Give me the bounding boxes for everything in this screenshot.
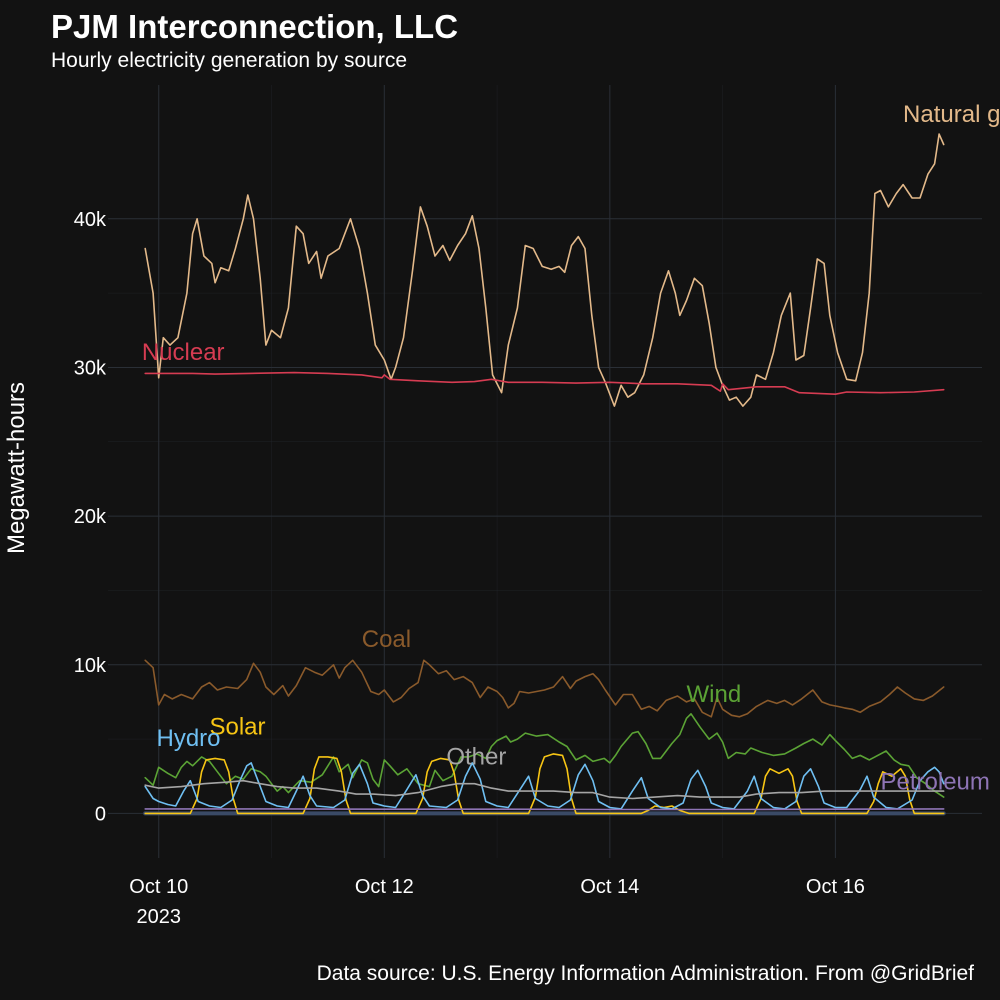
series-line-hydro [144, 762, 945, 810]
series-label-petroleum: Petroleum [881, 769, 990, 796]
x-tick-label-oct-16: Oct 16 [806, 876, 865, 898]
data-source-caption: Data source: U.S. Energy Information Adm… [316, 962, 974, 985]
series-line-petroleum [144, 808, 945, 811]
x-tick-labels: Oct 10 2023 Oct 12 Oct 14 Oct 16 [129, 876, 865, 928]
series-label-coal: Coal [362, 626, 411, 653]
chart-subtitle: Hourly electricity generation by source [51, 49, 407, 72]
series-label-other: Other [446, 743, 506, 770]
series-label-solar: Solar [209, 714, 265, 741]
series-label-natural-gas: Natural gas [903, 101, 1000, 128]
series-line-coal [144, 659, 945, 718]
series-label-wind: Wind [687, 681, 742, 708]
series-line-other [144, 779, 945, 800]
x-tick-sublabel-2023: 2023 [136, 906, 181, 928]
chart-title: PJM Interconnection, LLC [51, 8, 459, 45]
series-line-nuclear [144, 371, 945, 395]
series-label-hydro: Hydro [156, 725, 220, 752]
x-tick-label-oct-14: Oct 14 [580, 876, 639, 898]
y-tick-label-10k: 10k [74, 655, 107, 677]
series-line-natural-gas [144, 133, 945, 407]
y-tick-label-0: 0 [95, 803, 106, 825]
y-tick-label-30k: 30k [74, 357, 107, 379]
y-tick-labels: 0 10k 20k 30k 40k [74, 209, 107, 826]
y-tick-label-20k: 20k [74, 506, 107, 528]
grid-lines [108, 85, 982, 858]
x-tick-label-oct-10: Oct 10 [129, 876, 188, 898]
y-tick-label-40k: 40k [74, 209, 107, 231]
series-line-wind [144, 713, 945, 798]
series-label-nuclear: Nuclear [142, 339, 225, 366]
series-lines [143, 133, 946, 816]
x-tick-label-oct-12: Oct 12 [355, 876, 414, 898]
